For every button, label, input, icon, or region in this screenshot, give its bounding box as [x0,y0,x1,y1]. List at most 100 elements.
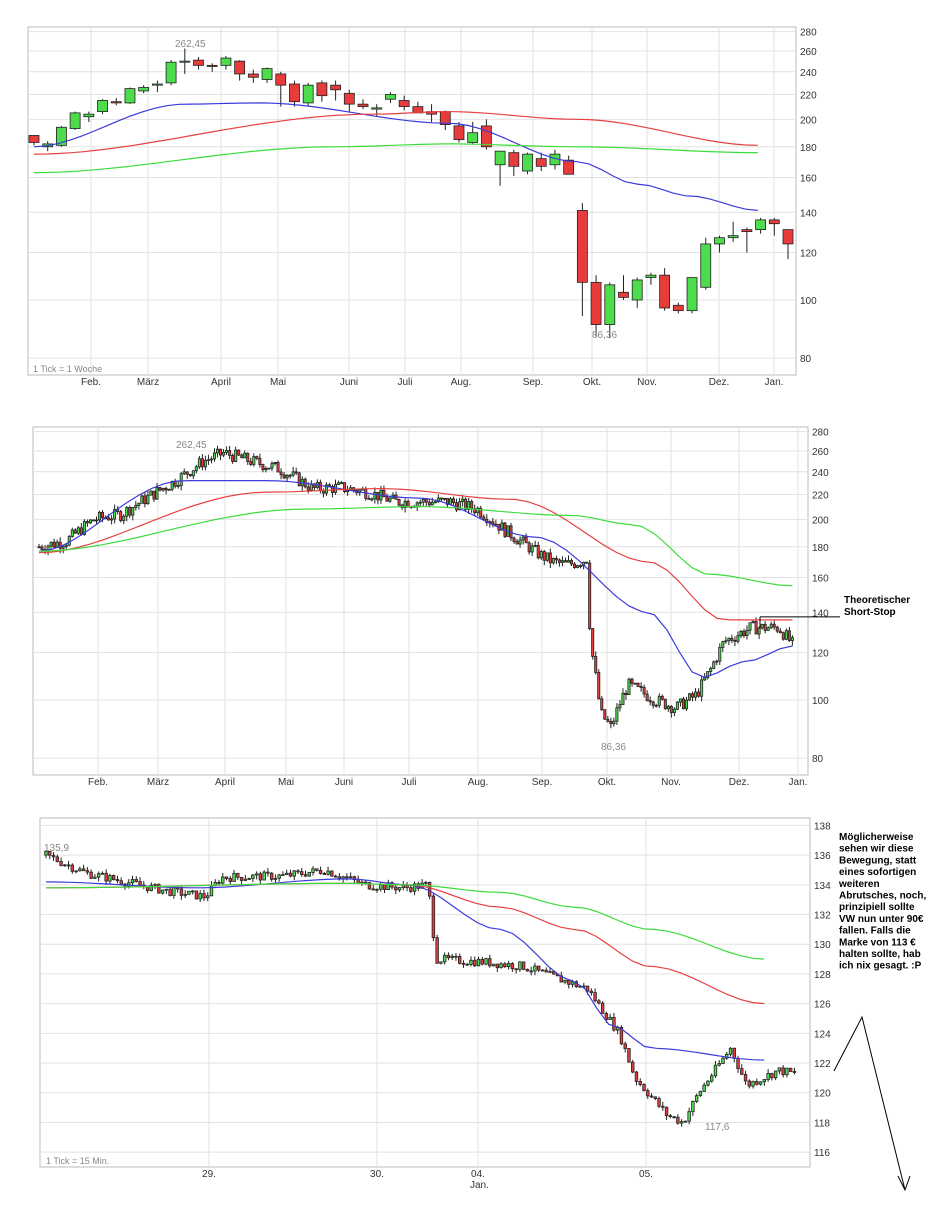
candle-up [700,243,712,288]
candle-down [630,678,634,684]
candle-down [638,1081,642,1085]
candle-up [522,153,533,172]
candle-up [533,544,537,547]
candle-down [676,1116,680,1124]
candle-down [435,937,439,964]
candle-up [155,487,159,500]
candle-up [709,667,713,672]
candle-down [315,868,319,871]
candle-up [307,872,311,877]
candle-up [713,1064,718,1077]
weekly-candlestick-chart: 80 100 120 140 160 180 200 220 240 260 280 Feb. März… [27,26,817,388]
candle-down [312,483,316,488]
candle-up [82,521,86,535]
candle-down [570,560,574,565]
candle-down [70,864,75,872]
candle-up [100,872,105,875]
candle-up [718,647,722,662]
candle-down [623,1043,627,1049]
candle-up [164,888,169,891]
candle-up [311,868,315,873]
candle-up [618,704,622,709]
candle-up [385,94,396,100]
candle-up [745,629,749,637]
candle-up [694,1095,699,1102]
candle-up [326,870,330,875]
candle-down [345,876,349,879]
candle-down [557,559,561,563]
chart3-high-label: 135,9 [44,843,69,854]
candle-down [85,521,89,524]
candle-down [618,291,629,298]
candle-up [424,882,428,884]
candle-up [518,961,522,970]
candle-up [476,507,480,514]
candle-down [669,705,673,714]
y-tick-label: 180 [812,543,829,554]
y-tick-label: 130 [814,940,831,951]
candle-up [138,87,150,92]
candle-down [128,507,132,516]
candle-up [539,551,543,559]
candle-up [687,1111,691,1122]
candle-down [188,473,192,477]
candle-up [706,671,710,679]
candle-down [473,959,477,967]
candle-down [648,700,652,703]
candle-down [376,491,380,501]
candle-up [666,705,670,710]
candle-down [512,537,516,542]
candle-up [370,498,374,501]
candle-down [275,73,287,86]
candle-down [672,304,684,312]
candle-up [63,864,67,867]
candle-down [742,630,746,637]
candle-down [279,471,283,476]
candle-up [412,883,417,892]
candle-up [442,954,447,963]
x-tick-label: 29. [202,1169,216,1180]
candle-up [621,692,625,705]
candle-up [220,57,232,66]
candle-down [107,517,111,521]
y-tick-label: 160 [800,173,817,184]
candle-up [273,877,278,880]
candle-up [790,637,794,641]
candle-down [185,471,189,475]
y-tick-label: 160 [812,573,829,584]
candle-up [379,884,383,890]
candle-down [636,682,640,687]
chart1-footnote: 1 Tick = 1 Woche [33,364,102,374]
candle-up [757,627,761,635]
candle-up [714,237,725,245]
candle-down [740,1068,744,1075]
candle-up [83,113,95,118]
candle-down [258,873,263,881]
candle-down [491,521,495,525]
candle-up [324,484,328,494]
candle-down [134,879,138,882]
candle-down [318,482,322,491]
candle-up [521,536,525,541]
candle-up [285,872,289,875]
candle-down [48,851,52,856]
candle-up [302,84,314,104]
x-tick-label: Juli [397,377,412,388]
candle-down [657,1098,661,1107]
candle-up [221,876,225,884]
candle-down [52,541,56,548]
candle-up [401,884,405,888]
candle-down [612,1016,616,1031]
candle-up [44,851,48,856]
y-tick-label: 280 [812,428,829,439]
y-tick-label: 200 [800,115,817,126]
x-tick-label: Sep. [532,777,553,788]
x-tick-label: Mai [270,377,286,388]
candle-up [234,449,238,462]
candle-up [225,450,229,453]
y-tick-label: 122 [814,1059,831,1070]
candle-up [518,539,522,545]
candle-down [297,472,301,487]
x-tick-label: 04. [471,1169,485,1180]
